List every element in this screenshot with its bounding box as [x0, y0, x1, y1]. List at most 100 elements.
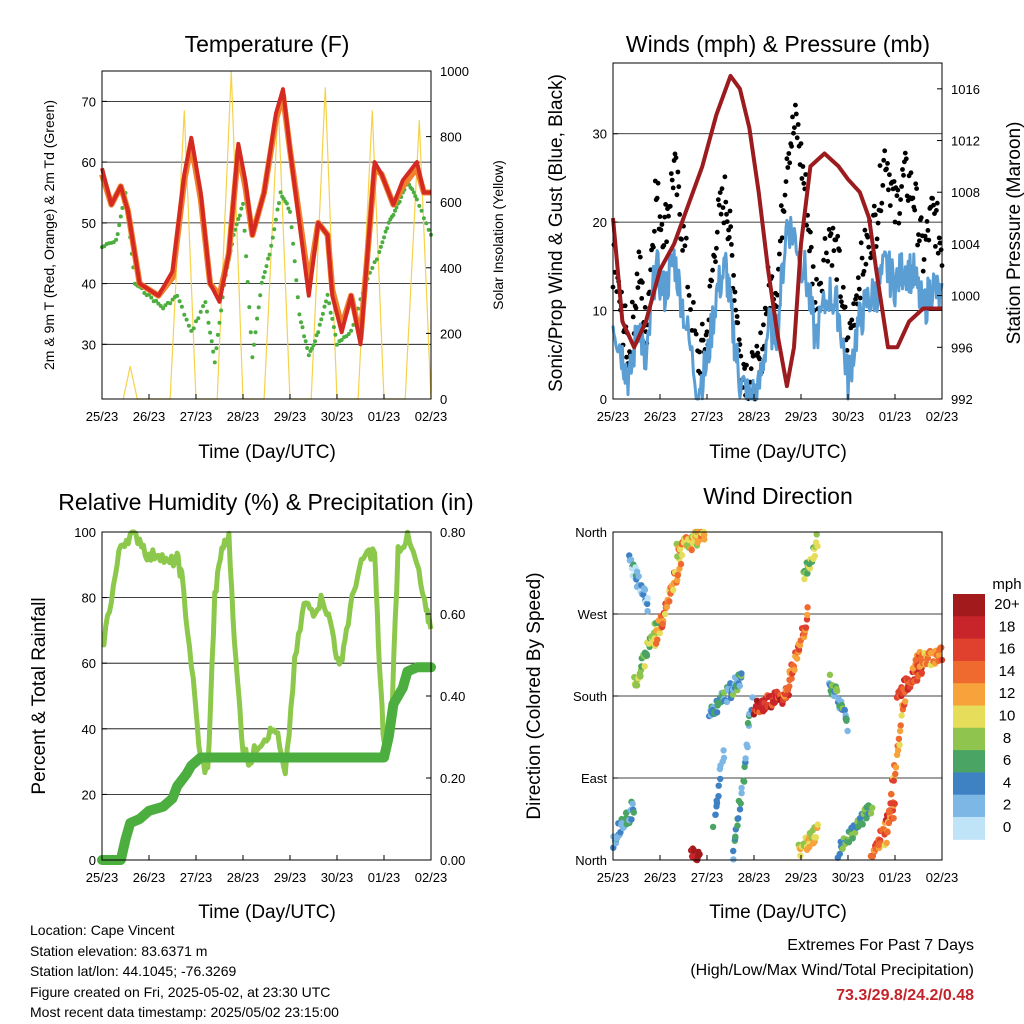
direction-point — [791, 666, 798, 674]
temperature-ytick-label-right: 600 — [440, 195, 462, 210]
winds-ytick-label-left: 30 — [593, 127, 607, 142]
dewpoint-point — [161, 306, 166, 311]
direction-ylabel-left: Direction (Colored By Speed) — [524, 572, 545, 819]
gust-point — [838, 294, 843, 300]
dewpoint-point — [219, 308, 224, 313]
gust-point — [930, 196, 935, 201]
gust-point — [651, 244, 656, 250]
temperature-ytick-label-left: 40 — [82, 277, 96, 292]
direction-point — [738, 790, 745, 797]
direction-point — [826, 671, 834, 678]
dewpoint-point — [247, 305, 252, 310]
direction-point — [709, 823, 717, 831]
gust-point — [723, 199, 729, 205]
gust-point — [903, 156, 909, 162]
gust-point — [913, 181, 919, 187]
dewpoint-point — [314, 333, 319, 338]
gust-point — [624, 354, 629, 360]
gust-point — [803, 172, 809, 177]
winds-plot-frame — [612, 62, 943, 400]
direction-point — [804, 604, 811, 611]
dewpoint-point — [372, 260, 377, 265]
gust-point — [886, 187, 891, 193]
dewpoint-point — [291, 241, 296, 246]
gust-point — [814, 276, 819, 282]
gust-point — [697, 349, 702, 355]
colorbar-label: 6 — [1003, 752, 1011, 769]
direction-xtick-label: 26/23 — [644, 870, 677, 885]
humidity-xtick-label: 28/23 — [227, 870, 260, 885]
gust-point — [859, 255, 865, 261]
gust-point — [824, 250, 829, 256]
gust-point — [825, 258, 831, 264]
elevation-text: Station elevation: 83.6371 m — [30, 942, 208, 959]
direction-point — [696, 851, 703, 858]
direction-point — [661, 610, 669, 618]
dewpoint-point — [253, 330, 258, 335]
gust-point — [901, 172, 906, 178]
gust-point — [654, 195, 660, 201]
gust-point — [629, 299, 635, 305]
temperature-panel: Temperature (F) 30 40 50 60 70 0 200 400 600 800 1… — [41, 31, 506, 463]
gust-point — [894, 193, 900, 199]
gust-point — [737, 342, 743, 347]
direction-point — [663, 603, 671, 611]
direction-ytick-label-left: North — [575, 525, 607, 540]
dewpoint-point — [196, 316, 201, 321]
dewpoint-point — [370, 266, 375, 270]
gust-point — [931, 202, 936, 208]
direction-ytick-label-left: West — [578, 607, 608, 622]
direction-point — [744, 719, 752, 727]
dewpoint-point — [239, 206, 244, 211]
gust-point — [795, 122, 801, 127]
dewpoint-point — [295, 295, 300, 300]
dewpoint-point — [250, 355, 255, 360]
direction-point — [890, 777, 897, 784]
direction-point — [843, 715, 850, 723]
direction-xtick-label: 27/23 — [691, 870, 724, 885]
gust-point — [680, 248, 685, 253]
direction-point — [896, 727, 904, 735]
gust-point — [910, 195, 916, 201]
dewpoint-point — [189, 328, 194, 333]
colorbar-swatch — [953, 594, 985, 617]
dewpoint-point — [277, 201, 281, 206]
humidity-ytick-label-left: 100 — [74, 525, 96, 540]
gust-point — [884, 166, 889, 172]
direction-point — [897, 722, 904, 729]
direction-point — [670, 586, 677, 594]
dewpoint-point — [266, 256, 271, 261]
colorbar: 20+ 18 16 14 12 10 8 6 4 2 0 — [953, 594, 1020, 840]
dewpoint-point — [382, 235, 386, 240]
winds-ytick-label-right: 1008 — [951, 185, 980, 200]
winds-ytick-label-right: 992 — [951, 392, 973, 407]
humidity-ytick-label-left: 60 — [82, 656, 96, 671]
temp-9m-line — [99, 92, 431, 342]
direction-xtick-label: 30/23 — [832, 870, 865, 885]
temperature-ytick-label-right: 0 — [440, 392, 447, 407]
gust-point — [691, 300, 696, 305]
gust-point — [897, 211, 903, 216]
gust-point — [839, 299, 844, 305]
winds-ytick-label-right: 1004 — [951, 237, 980, 252]
gust-point — [726, 235, 732, 240]
direction-point — [895, 735, 903, 742]
gust-point — [662, 214, 668, 220]
gust-point — [863, 261, 869, 267]
gust-point — [878, 208, 884, 214]
gust-point — [655, 180, 661, 186]
direction-point — [784, 686, 791, 693]
colorbar-swatch — [953, 616, 985, 640]
gust-point — [722, 174, 728, 180]
dewpoint-point — [252, 342, 256, 347]
gust-point — [875, 220, 881, 226]
gust-point — [877, 163, 883, 169]
gust-point — [781, 209, 787, 215]
direction-point — [720, 747, 727, 754]
gust-point — [933, 244, 938, 249]
direction-point — [732, 833, 739, 840]
gust-point — [926, 237, 932, 243]
colorbar-swatch — [953, 638, 985, 662]
dewpoint-point — [311, 343, 316, 348]
gust-point — [822, 236, 828, 241]
